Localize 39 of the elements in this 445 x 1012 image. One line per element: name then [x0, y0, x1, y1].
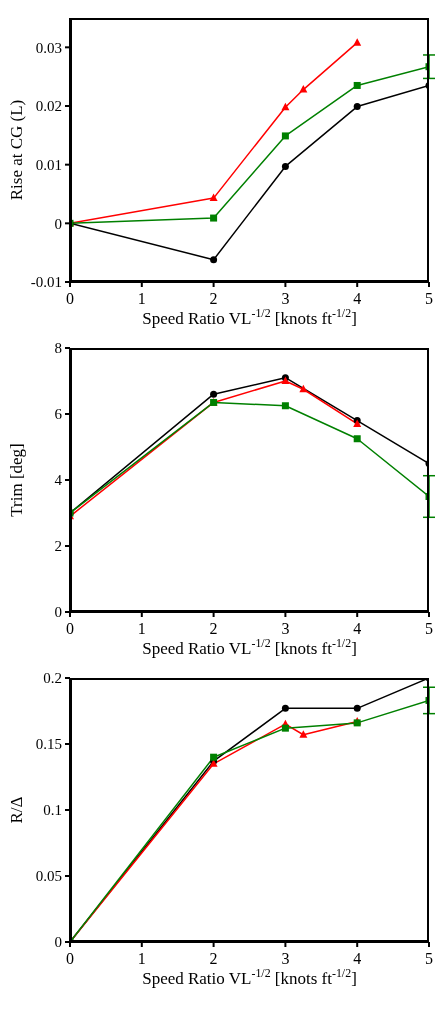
- y-tick-label: 0.05: [35, 868, 62, 885]
- x-tick-label: 0: [66, 620, 74, 638]
- x-tick-label: 1: [137, 620, 146, 638]
- y-tick-label: 0: [54, 934, 62, 951]
- y-axis-title: Trim [deg]: [7, 443, 26, 517]
- x-tick-label: 1: [137, 950, 146, 968]
- x-tick-label: 3: [281, 950, 290, 968]
- x-tick-label: 4: [353, 620, 362, 638]
- x-tick-label: 2: [209, 620, 218, 638]
- x-tick-label: 4: [353, 290, 362, 308]
- x-tick-label: 1: [137, 290, 146, 308]
- x-tick-label: 3: [281, 620, 290, 638]
- y-tick-label: 2: [54, 538, 62, 555]
- x-axis-title: Speed Ratio VL$^{-1/2}$ [knots ft$^{-1/2}$]: [142, 966, 357, 988]
- y-axis-title: Rise at CG (L): [7, 99, 26, 201]
- y-tick-label: 0: [54, 604, 62, 621]
- x-tick-label: 2: [209, 290, 218, 308]
- y-tick-label: 8: [54, 340, 62, 357]
- x-tick-label: 2: [209, 950, 218, 968]
- x-tick-label: 5: [425, 290, 433, 308]
- y-tick-label: 0.01: [35, 156, 62, 173]
- x-tick-label: 5: [425, 620, 433, 638]
- y-tick-label: -0.01: [30, 274, 62, 291]
- x-tick-label: 3: [281, 290, 290, 308]
- x-tick-label: 5: [425, 950, 433, 968]
- y-tick-label: 0: [54, 215, 62, 232]
- y-axis-title: R/Δ: [7, 796, 26, 824]
- x-tick-label: 0: [66, 290, 74, 308]
- x-tick-label: 0: [66, 950, 74, 968]
- y-tick-label: 0.1: [43, 802, 62, 819]
- y-tick-label: 6: [54, 406, 63, 423]
- y-tick-label: 0.02: [35, 98, 62, 115]
- y-tick-label: 0.03: [35, 39, 62, 56]
- y-tick-label: 0.15: [35, 736, 62, 753]
- y-tick-label: 0.2: [43, 670, 62, 687]
- x-axis-title: Speed Ratio VL$^{-1/2}$ [knots ft$^{-1/2}$]: [142, 306, 357, 328]
- x-axis-title: Speed Ratio VL$^{-1/2}$ [knots ft$^{-1/2}$]: [142, 636, 357, 658]
- x-tick-label: 4: [353, 950, 362, 968]
- y-tick-label: 4: [54, 472, 63, 489]
